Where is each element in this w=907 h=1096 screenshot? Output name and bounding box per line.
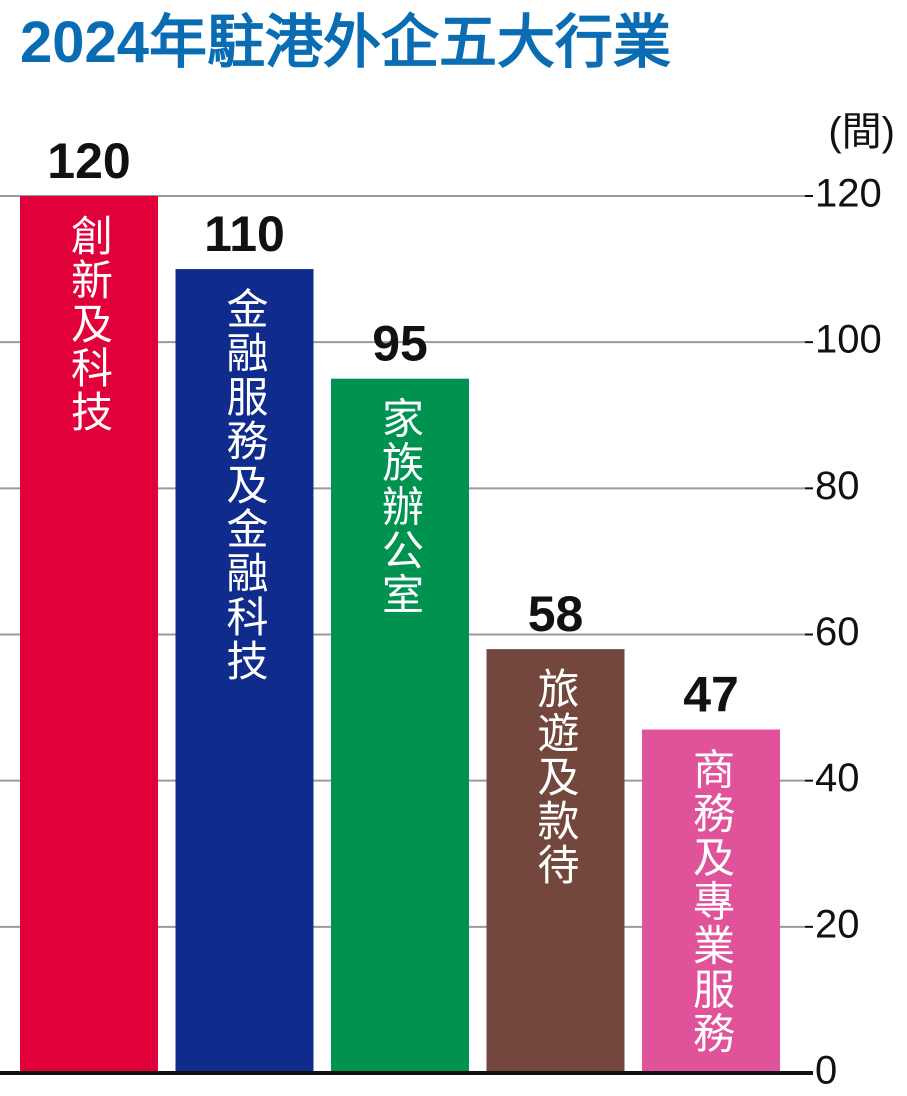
y-tick-label: 40: [815, 756, 860, 800]
value-label: 58: [528, 586, 584, 642]
bar: [642, 729, 780, 1073]
bar: [331, 378, 469, 1073]
chart-title: 2024年駐港外企五大行業: [20, 10, 671, 75]
bar: [486, 649, 625, 1073]
y-tick-label: 0: [815, 1049, 837, 1093]
y-tick-label: 120: [815, 172, 882, 216]
category-label: 旅遊及款待: [532, 667, 579, 887]
value-label: 95: [372, 316, 428, 372]
value-label: 120: [47, 133, 130, 189]
y-axis-unit: (間): [828, 110, 895, 154]
y-tick-label: 80: [815, 464, 860, 508]
bar: [20, 196, 158, 1073]
y-tick-label: 100: [815, 318, 882, 362]
category-label: 家族辦公室: [377, 397, 424, 617]
y-tick-label: 60: [815, 610, 860, 654]
y-tick-label: 20: [815, 902, 860, 946]
category-label: 商務及專業服務: [688, 748, 735, 1056]
value-label: 110: [204, 206, 285, 262]
category-label: 金融服務及金融科技: [221, 287, 268, 683]
bar: [175, 269, 314, 1073]
value-label: 47: [683, 667, 739, 723]
category-label: 創新及科技: [66, 214, 113, 434]
